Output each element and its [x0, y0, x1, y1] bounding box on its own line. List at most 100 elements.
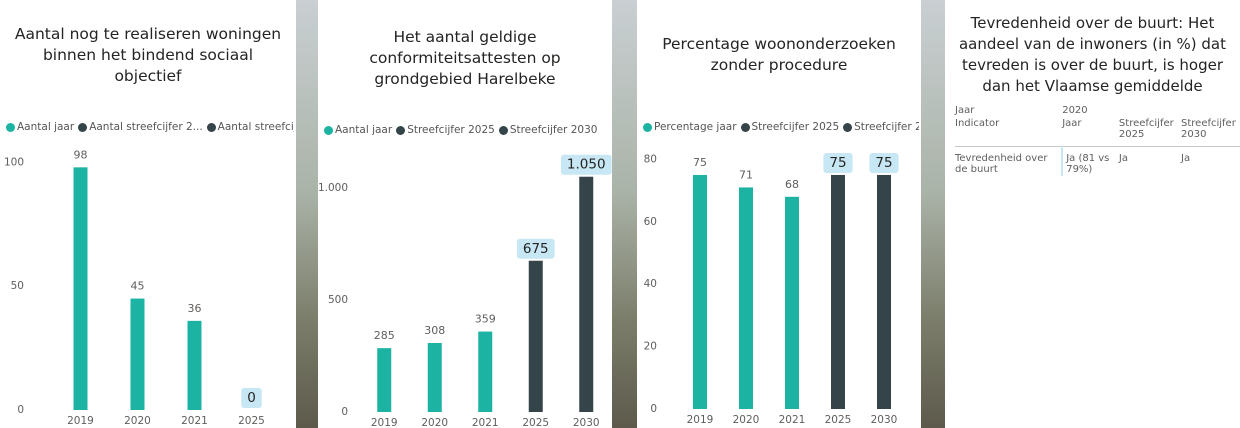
- data-label: 675: [523, 241, 549, 257]
- legend-marker: [78, 122, 88, 132]
- data-label: 0: [247, 390, 256, 406]
- data-label-box: [241, 388, 262, 408]
- header-row: Indicator Jaar Streefcijfer 2025 Streefcijf…: [955, 117, 1240, 147]
- y-tick-label: 60: [644, 216, 657, 228]
- table-panel: Tevredenheid over de buurt: Het aandeel …: [945, 0, 1240, 428]
- header-cell: Streefcijfer 2030: [1181, 117, 1240, 147]
- data-label: 36: [188, 302, 202, 315]
- bar: [478, 331, 493, 412]
- chart-panel: Percentage woononderzoeken zonder proced…: [637, 0, 921, 428]
- legend: Percentage jaar Streefcijfer 2025 Streefci…: [643, 121, 919, 133]
- y-tick-label: 80: [644, 153, 657, 165]
- bar: [831, 174, 845, 409]
- table-cell: Ja: [1118, 153, 1128, 164]
- legend-item: Aantal streefcijfe...: [206, 121, 294, 133]
- x-tick-label: 2019: [371, 417, 398, 428]
- chart-title: Het aantal geldige conformiteitsattesten…: [369, 28, 561, 88]
- chart: 0 50 100 2019 2020 2021 2025 98 45 36 0: [4, 148, 265, 427]
- table-cell: Tevredenheid over de buurt: [955, 153, 1048, 175]
- legend-item: Streefcijfer 2025: [740, 121, 839, 133]
- legend-item: Percentage jaar: [643, 121, 737, 133]
- table-cell: Ja (81 vs 79%): [1061, 146, 1119, 176]
- x-tick-label: 2019: [687, 414, 714, 426]
- table: Jaar 2020 Indicator Jaar Streefcijfer 2025 St…: [955, 104, 1240, 176]
- header-cell: Jaar: [1062, 117, 1119, 147]
- legend-item: Streefcijfer 2025: [396, 124, 495, 136]
- x-tick-label: 2030: [871, 414, 898, 426]
- data-label-box: [869, 152, 899, 173]
- y-tick-label: 1.000: [318, 182, 348, 194]
- chart-title: Aantal nog te realiseren woningen binnen…: [14, 25, 282, 85]
- header-row: Jaar 2020: [955, 104, 1240, 117]
- legend-marker: [740, 122, 750, 132]
- data-label: 75: [829, 155, 846, 171]
- x-tick-label: 2021: [472, 417, 499, 428]
- legend-label: Streefcijfer 2030: [509, 124, 598, 136]
- bar: [693, 174, 707, 409]
- y-tick-label: 0: [17, 404, 24, 416]
- header-cell: Indicator: [955, 117, 1063, 147]
- y-tick-label: 50: [11, 280, 24, 292]
- header-cell: Jaar: [955, 105, 975, 116]
- data-label: 75: [875, 155, 892, 171]
- y-tick-label: 100: [4, 156, 24, 168]
- data-label-box: [560, 154, 612, 175]
- legend-marker: [396, 125, 406, 135]
- legend-item: Aantal streefcijfer 2...: [78, 121, 203, 133]
- y-tick-label: 40: [644, 278, 657, 290]
- header-cell: Streefcijfer 2025: [1118, 117, 1181, 147]
- chart-panel: Aantal nog te realiseren woningen binnen…: [0, 0, 296, 428]
- legend-marker: [324, 125, 333, 135]
- legend-marker: [206, 122, 216, 132]
- x-tick-label: 2021: [779, 414, 806, 426]
- chart-title: Percentage woononderzoeken zonder proced…: [662, 35, 896, 74]
- data-label: 68: [785, 178, 799, 191]
- data-label: 75: [693, 156, 707, 169]
- chart: 0 500 1.000 2019 2020 2021 2025 2030 285 308 359 67…: [318, 154, 612, 428]
- y-tick-label: 500: [328, 294, 348, 306]
- legend-item: Aantal jaar: [6, 121, 74, 133]
- legend-label: Streefcijfer 2025: [407, 124, 495, 136]
- legend-label: Aantal streefcijfe...: [217, 121, 294, 133]
- x-tick-label: 2019: [67, 415, 94, 427]
- legend-label: Aantal jaar: [335, 124, 393, 136]
- legend-label: Percentage jaar: [654, 121, 737, 133]
- legend-marker: [498, 125, 508, 135]
- bar: [877, 174, 891, 409]
- x-tick-label: 2025: [522, 417, 549, 428]
- data-label: 359: [475, 313, 496, 326]
- header-cell: [1119, 104, 1181, 117]
- header-cell: [1181, 104, 1240, 117]
- x-tick-label: 2025: [825, 414, 852, 426]
- legend-label: Aantal streefcijfer 2...: [89, 121, 203, 133]
- chart-panel: Het aantal geldige conformiteitsattesten…: [318, 0, 612, 428]
- chart: 0 20 40 60 80 2019 2020 2021 2025 2030 75 71 68 75 75: [644, 152, 899, 426]
- y-tick-label: 0: [341, 406, 348, 418]
- header-cell: 2020: [1062, 105, 1088, 116]
- legend-label: Streefcijfer 2030: [854, 121, 919, 133]
- data-label: 98: [74, 148, 88, 161]
- y-tick-label: 20: [644, 341, 657, 353]
- y-tick-label: 0: [650, 403, 657, 415]
- legend-marker: [6, 122, 15, 132]
- table-title: Tevredenheid over de buurt: Het aandeel …: [958, 14, 1227, 95]
- legend-marker: [643, 122, 652, 132]
- legend-label: Aantal jaar: [17, 121, 75, 133]
- x-tick-label: 2021: [181, 415, 208, 427]
- x-tick-label: 2020: [124, 415, 151, 427]
- bar: [73, 167, 88, 410]
- bar: [785, 196, 799, 409]
- legend-item: Streefcijfer 2030: [498, 124, 598, 136]
- bar: [187, 320, 202, 410]
- legend-marker: [843, 122, 853, 132]
- bar: [579, 176, 594, 412]
- legend-item: Aantal jaar: [324, 124, 392, 136]
- data-label: 45: [131, 280, 145, 293]
- x-tick-label: 2030: [573, 417, 600, 428]
- legend: Aantal jaar Streefcijfer 2025 Streefcijfer…: [324, 124, 610, 136]
- data-label: 308: [424, 324, 445, 337]
- table-cell: Ja: [1181, 153, 1191, 164]
- bar: [528, 260, 543, 412]
- data-label: 1.050: [567, 157, 606, 173]
